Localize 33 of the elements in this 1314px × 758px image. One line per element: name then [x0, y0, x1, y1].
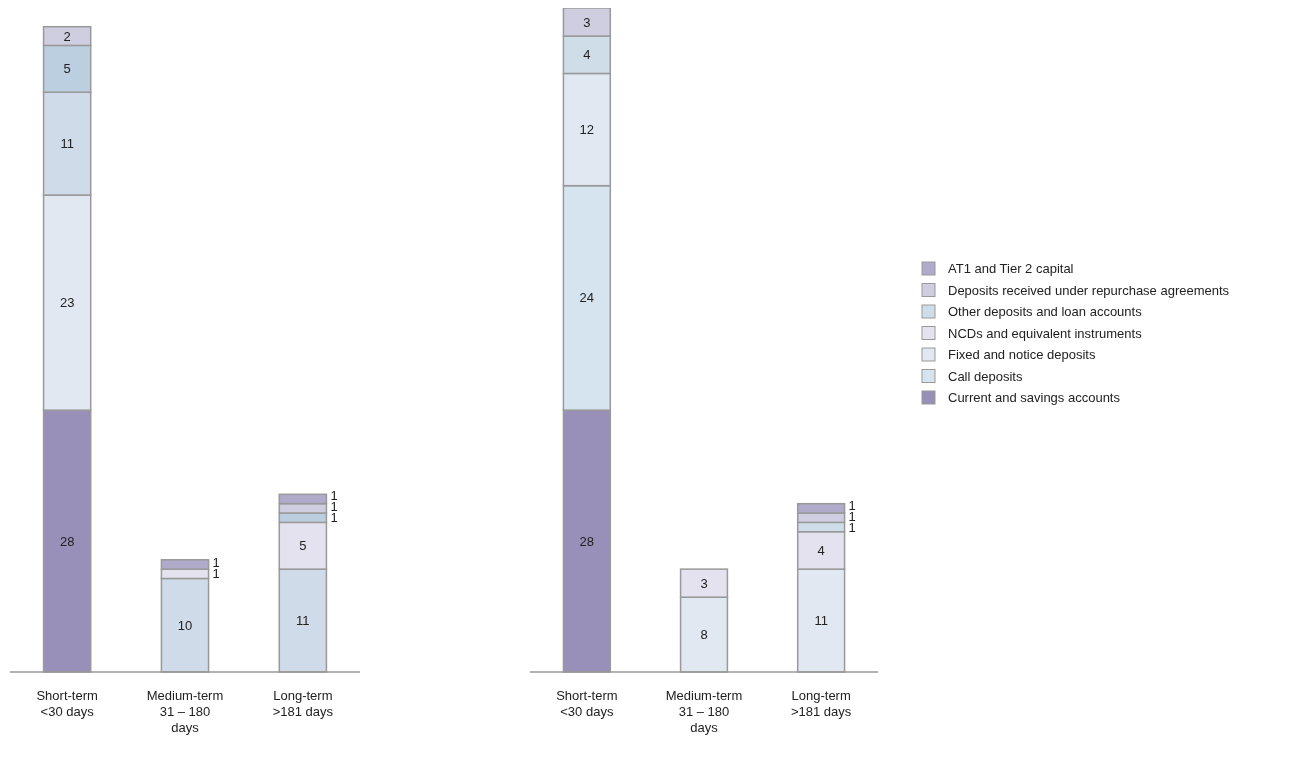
data-label: 12 — [579, 122, 595, 138]
data-label: 3 — [700, 575, 708, 591]
data-label: 1 — [212, 566, 220, 582]
data-label: 11 — [296, 613, 310, 629]
data-label: 23 — [59, 295, 75, 311]
x-tick-label: Long-term >181 days — [790, 688, 852, 719]
data-label: 11 — [60, 136, 74, 152]
legend-label: Fixed and notice deposits — [948, 347, 1096, 363]
data-label: 2 — [63, 28, 71, 44]
data-label: 5 — [63, 61, 71, 77]
data-label: 4 — [817, 542, 825, 558]
legend-label: AT1 and Tier 2 capital — [948, 261, 1074, 277]
legend-label: Other deposits and loan accounts — [948, 304, 1143, 320]
legend-label: Deposits received under repurchase agreements — [948, 282, 1230, 298]
data-label: 1 — [848, 497, 856, 513]
data-label: 28 — [59, 533, 75, 549]
data-label: 8 — [700, 627, 708, 643]
data-label: 24 — [579, 290, 595, 306]
data-label: 4 — [583, 47, 591, 63]
x-tick-label: Short-term <30 days — [36, 688, 98, 719]
data-label: 1 — [330, 510, 338, 526]
data-label: 5 — [299, 538, 307, 554]
data-label: 11 — [814, 613, 828, 629]
data-label: 28 — [579, 533, 595, 549]
x-tick-label: Medium-term 31 – 180 days — [665, 688, 743, 735]
data-label: 10 — [177, 617, 193, 633]
x-tick-label: Short-term <30 days — [556, 688, 618, 719]
x-tick-label: Medium-term 31 – 180 days — [146, 688, 224, 735]
legend-label: NCDs and equivalent instruments — [948, 325, 1143, 341]
legend-label: Call deposits — [948, 368, 1023, 384]
x-tick-label: Long-term >181 days — [272, 688, 334, 719]
legend-label: Current and savings accounts — [948, 390, 1121, 406]
data-label: 3 — [583, 14, 591, 30]
